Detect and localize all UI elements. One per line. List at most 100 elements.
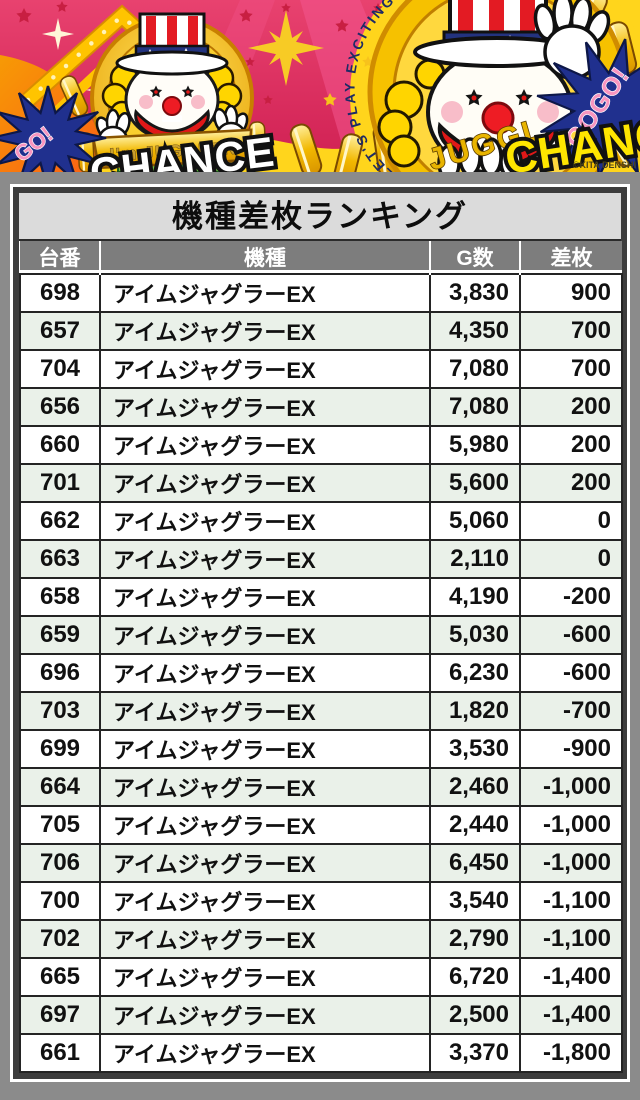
table-row: 703 アイムジャグラーEX 1,820 -700: [19, 691, 623, 731]
g-count-cell: 2,440: [429, 805, 521, 845]
gogo-burst: GOGO!: [524, 27, 640, 172]
sa-mai-cell: -600: [519, 653, 623, 693]
copyright-label: ©KITA DENSHI: [573, 160, 636, 170]
ranking-table: 台番 機種 G数 差枚 698 アイムジャグラーEX 3,830 900 657 アイムジ…: [19, 241, 623, 1073]
kishu-cell: アイムジャグラーEX: [99, 919, 431, 959]
kishu-cell: アイムジャグラーEX: [99, 729, 431, 769]
table-row: 699 アイムジャグラーEX 3,530 -900: [19, 729, 623, 769]
g-count-cell: 2,460: [429, 767, 521, 807]
dai-ban-cell: 699: [19, 729, 101, 769]
right-clown-gloves: [437, 0, 611, 172]
table-row: 656 アイムジャグラーEX 7,080 200: [19, 387, 623, 427]
sa-mai-cell: -1,800: [519, 1033, 623, 1073]
col-header-kishu: 機種: [99, 241, 430, 274]
dai-ban-cell: 657: [19, 311, 101, 351]
g-count-cell: 6,720: [429, 957, 521, 997]
dai-ban-cell: 706: [19, 843, 101, 883]
dai-ban-cell: 658: [19, 577, 101, 617]
kishu-cell: アイムジャグラーEX: [99, 349, 431, 389]
dai-ban-cell: 697: [19, 995, 101, 1035]
kishu-cell: アイムジャグラーEX: [99, 881, 431, 921]
kishu-cell: アイムジャグラーEX: [99, 273, 431, 313]
g-count-cell: 4,190: [429, 577, 521, 617]
dai-ban-cell: 660: [19, 425, 101, 465]
kishu-cell: アイムジャグラーEX: [99, 957, 431, 997]
g-count-cell: 5,980: [429, 425, 521, 465]
table-row: 705 アイムジャグラーEX 2,440 -1,000: [19, 805, 623, 845]
kishu-cell: アイムジャグラーEX: [99, 539, 431, 579]
sa-mai-cell: 200: [519, 425, 623, 465]
g-count-cell: 2,110: [429, 539, 521, 579]
sa-mai-cell: -200: [519, 577, 623, 617]
g-count-cell: 7,080: [429, 387, 521, 427]
sa-mai-cell: -1,000: [519, 805, 623, 845]
kishu-cell: アイムジャグラーEX: [99, 691, 431, 731]
sa-mai-cell: -700: [519, 691, 623, 731]
sa-mai-cell: 700: [519, 349, 623, 389]
table-row: 657 アイムジャグラーEX 4,350 700: [19, 311, 623, 351]
kishu-cell: アイムジャグラーEX: [99, 653, 431, 693]
sa-mai-cell: -600: [519, 615, 623, 655]
dai-ban-cell: 704: [19, 349, 101, 389]
kishu-cell: アイムジャグラーEX: [99, 577, 431, 617]
sa-mai-cell: 200: [519, 387, 623, 427]
table-row: 701 アイムジャグラーEX 5,600 200: [19, 463, 623, 503]
col-header-dai-ban: 台番: [20, 241, 100, 274]
table-row: 661 アイムジャグラーEX 3,370 -1,800: [19, 1033, 623, 1073]
table-row: 664 アイムジャグラーEX 2,460 -1,000: [19, 767, 623, 807]
table-row: 662 アイムジャグラーEX 5,060 0: [19, 501, 623, 541]
outer-frame: 機種差枚ランキング 台番 機種 G数 差枚 698 アイムジャグラーEX 3,830…: [10, 184, 630, 1082]
sa-mai-cell: -1,400: [519, 995, 623, 1035]
table-row: 696 アイムジャグラーEX 6,230 -600: [19, 653, 623, 693]
col-header-g-count: G数: [429, 241, 520, 274]
kishu-cell: アイムジャグラーEX: [99, 425, 431, 465]
juggler-banner: I'm JUGGLER LET'S PLAY EXCITING GAME: [0, 0, 640, 172]
table-row: 660 アイムジャグラーEX 5,980 200: [19, 425, 623, 465]
kishu-cell: アイムジャグラーEX: [99, 501, 431, 541]
table-row: 659 アイムジャグラーEX 5,030 -600: [19, 615, 623, 655]
dai-ban-cell: 663: [19, 539, 101, 579]
g-count-cell: 3,830: [429, 273, 521, 313]
table-row: 658 アイムジャグラーEX 4,190 -200: [19, 577, 623, 617]
g-count-cell: 5,600: [429, 463, 521, 503]
sa-mai-cell: -900: [519, 729, 623, 769]
table-row: 697 アイムジャグラーEX 2,500 -1,400: [19, 995, 623, 1035]
dai-ban-cell: 664: [19, 767, 101, 807]
kishu-cell: アイムジャグラーEX: [99, 311, 431, 351]
g-count-cell: 3,370: [429, 1033, 521, 1073]
kishu-cell: アイムジャグラーEX: [99, 843, 431, 883]
dai-ban-cell: 703: [19, 691, 101, 731]
g-count-cell: 1,820: [429, 691, 521, 731]
g-count-cell: 6,230: [429, 653, 521, 693]
dai-ban-cell: 665: [19, 957, 101, 997]
dai-ban-cell: 705: [19, 805, 101, 845]
dai-ban-cell: 656: [19, 387, 101, 427]
ranking-panel: 機種差枚ランキング 台番 機種 G数 差枚 698 アイムジャグラーEX 3,830…: [0, 172, 640, 1100]
dai-ban-cell: 702: [19, 919, 101, 959]
table-row: 665 アイムジャグラーEX 6,720 -1,400: [19, 957, 623, 997]
sa-mai-cell: 0: [519, 501, 623, 541]
kishu-cell: アイムジャグラーEX: [99, 995, 431, 1035]
im-juggler-ribbon: I'm JUGGLER: [76, 120, 268, 172]
g-count-cell: 6,450: [429, 843, 521, 883]
inner-frame: 機種差枚ランキング 台番 機種 G数 差枚 698 アイムジャグラーEX 3,830…: [13, 187, 627, 1079]
sa-mai-cell: -1,000: [519, 843, 623, 883]
ranking-table-head: 台番 機種 G数 差枚: [20, 241, 622, 274]
g-count-cell: 7,080: [429, 349, 521, 389]
kishu-cell: アイムジャグラーEX: [99, 463, 431, 503]
table-row: 698 アイムジャグラーEX 3,830 900: [19, 273, 623, 313]
g-count-cell: 3,530: [429, 729, 521, 769]
table-row: 704 アイムジャグラーEX 7,080 700: [19, 349, 623, 389]
table-row: 663 アイムジャグラーEX 2,110 0: [19, 539, 623, 579]
sa-mai-cell: 700: [519, 311, 623, 351]
g-count-cell: 4,350: [429, 311, 521, 351]
dai-ban-cell: 662: [19, 501, 101, 541]
sa-mai-cell: -1,400: [519, 957, 623, 997]
sa-mai-cell: 900: [519, 273, 623, 313]
g-count-cell: 5,060: [429, 501, 521, 541]
sa-mai-cell: 200: [519, 463, 623, 503]
ranking-table-body: 698 アイムジャグラーEX 3,830 900 657 アイムジャグラーEX 4,350 7…: [19, 273, 623, 1073]
g-count-cell: 2,790: [429, 919, 521, 959]
go-burst: GO!: [0, 86, 106, 172]
table-row: 702 アイムジャグラーEX 2,790 -1,100: [19, 919, 623, 959]
